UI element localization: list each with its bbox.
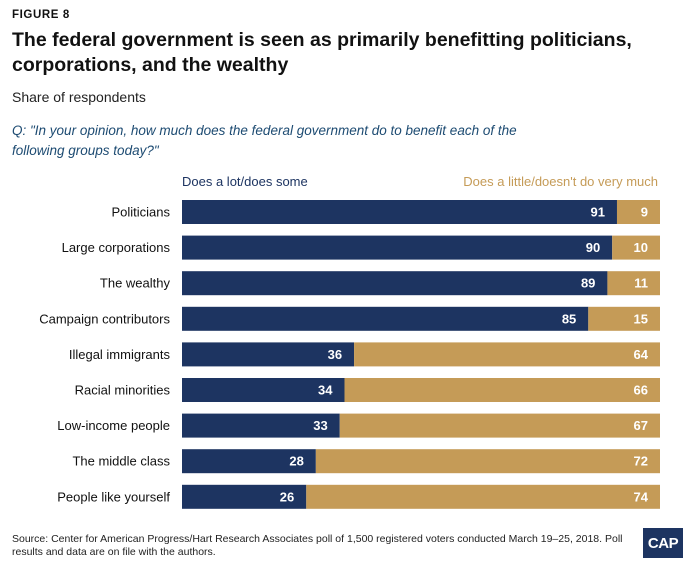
cap-logo: CAP <box>643 528 683 558</box>
bar-does-a-little-racial-minorities <box>344 378 660 402</box>
value-label-does-a-little-large-corporations: 10 <box>634 240 648 255</box>
value-label-does-a-little-low-income-people: 67 <box>634 418 648 433</box>
category-label-illegal-immigrants: Illegal immigrants <box>69 347 171 362</box>
stacked-bar-chart: Politicians 91 9 Large corporations 90 10 The … <box>39 200 660 509</box>
bar-does-a-lot-large-corporations <box>182 235 613 260</box>
bar-does-a-little-campaign-contributors <box>588 306 660 331</box>
source-note: Source: Center for American Progress/Har… <box>12 533 623 558</box>
figure-label: FIGURE 8 <box>12 9 70 21</box>
value-label-does-a-little-racial-minorities: 66 <box>634 383 648 398</box>
bar-does-a-lot-politicians <box>182 200 617 224</box>
legend-does-a-little: Does a little/doesn't do very much <box>463 174 658 189</box>
category-label-politicians: Politicians <box>111 205 170 220</box>
value-label-does-a-lot-the-middle-class: 28 <box>289 454 303 469</box>
bar-does-a-lot-illegal-immigrants <box>182 342 355 367</box>
bar-does-a-lot-the-middle-class <box>182 449 316 474</box>
bar-does-a-lot-people-like-yourself <box>182 484 307 509</box>
bar-does-a-little-the-wealthy <box>607 271 660 296</box>
bar-does-a-little-low-income-people <box>339 413 660 438</box>
category-label-the-wealthy: The wealthy <box>100 276 171 291</box>
value-label-does-a-lot-illegal-immigrants: 36 <box>328 347 342 362</box>
value-label-does-a-little-politicians: 9 <box>641 205 648 220</box>
value-label-does-a-lot-people-like-yourself: 26 <box>280 489 294 504</box>
value-label-does-a-lot-large-corporations: 90 <box>586 240 600 255</box>
bar-does-a-little-politicians <box>616 200 660 224</box>
bar-does-a-little-illegal-immigrants <box>354 342 660 367</box>
survey-question: Q: "In your opinion, how much does the f… <box>12 123 517 158</box>
value-label-does-a-lot-politicians: 91 <box>591 205 605 220</box>
category-label-the-middle-class: The middle class <box>72 454 170 469</box>
bar-does-a-lot-the-wealthy <box>182 271 608 296</box>
value-label-does-a-lot-racial-minorities: 34 <box>318 383 333 398</box>
value-label-does-a-lot-low-income-people: 33 <box>313 418 327 433</box>
value-label-does-a-little-the-middle-class: 72 <box>634 454 648 469</box>
category-label-low-income-people: Low-income people <box>57 418 170 433</box>
value-label-does-a-little-the-wealthy: 11 <box>634 276 648 291</box>
chart-subtitle: Share of respondents <box>12 89 146 105</box>
category-label-people-like-yourself: People like yourself <box>57 489 170 504</box>
category-label-campaign-contributors: Campaign contributors <box>39 311 170 326</box>
bar-does-a-lot-racial-minorities <box>182 378 345 402</box>
bar-does-a-little-the-middle-class <box>315 449 660 474</box>
bar-does-a-little-large-corporations <box>612 235 660 260</box>
bar-does-a-little-people-like-yourself <box>306 484 660 509</box>
legend-does-a-lot: Does a lot/does some <box>182 174 308 189</box>
value-label-does-a-little-illegal-immigrants: 64 <box>634 347 649 362</box>
value-label-does-a-little-campaign-contributors: 15 <box>634 311 648 326</box>
bar-does-a-lot-campaign-contributors <box>182 306 589 331</box>
value-label-does-a-little-people-like-yourself: 74 <box>634 489 649 504</box>
chart-title: The federal government is seen as primar… <box>12 29 632 76</box>
category-label-large-corporations: Large corporations <box>62 240 171 255</box>
value-label-does-a-lot-the-wealthy: 89 <box>581 276 595 291</box>
category-label-racial-minorities: Racial minorities <box>75 383 171 398</box>
bar-does-a-lot-low-income-people <box>182 413 340 438</box>
value-label-does-a-lot-campaign-contributors: 85 <box>562 311 576 326</box>
